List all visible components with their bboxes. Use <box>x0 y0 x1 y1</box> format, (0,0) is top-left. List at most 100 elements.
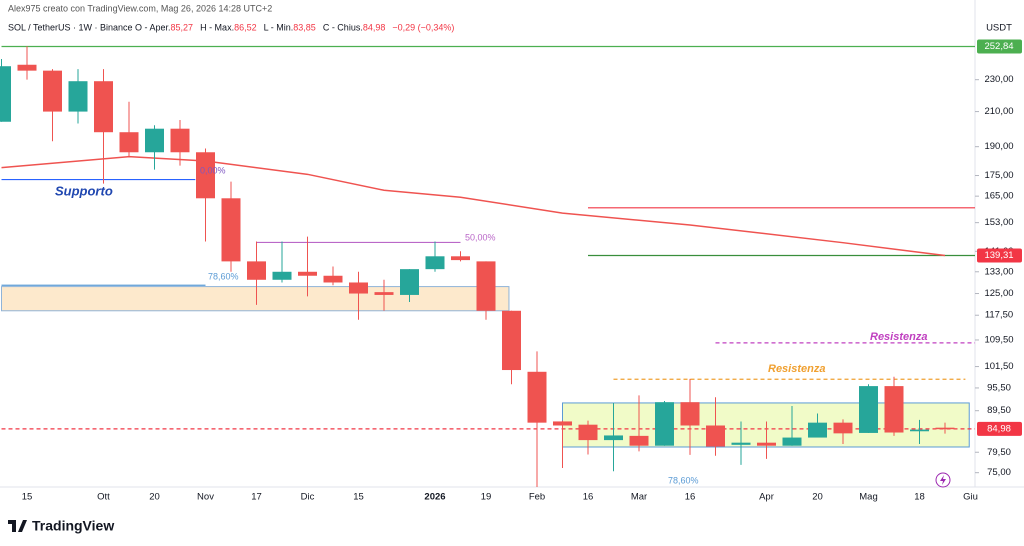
price-label: 139,31 <box>984 250 1013 261</box>
candle-body <box>17 64 37 71</box>
candle-body <box>655 402 674 446</box>
candle-body <box>298 271 317 276</box>
candle-body <box>578 424 598 441</box>
y-tick-label: 95,50 <box>987 382 1011 393</box>
candle-body <box>731 442 751 445</box>
credit: Alex975 creato con TradingView.com, Mag … <box>8 3 272 13</box>
candle-body <box>425 256 445 270</box>
y-tick-label: 101,50 <box>984 361 1013 372</box>
y-tick-label: 153,00 <box>984 217 1013 228</box>
candle-body <box>43 70 62 112</box>
legend-value: 84,98 <box>363 22 386 32</box>
candle-body <box>604 435 623 441</box>
candle-body <box>808 422 827 438</box>
x-tick-label: Feb <box>529 492 545 503</box>
candle-body <box>451 256 470 261</box>
candle-body <box>196 152 215 199</box>
candle-body <box>553 421 572 426</box>
candle-body <box>145 128 164 153</box>
x-tick-label: 15 <box>22 492 33 503</box>
alert-icon[interactable] <box>935 472 951 488</box>
candle-body <box>757 442 776 446</box>
x-tick-label: 20 <box>812 492 823 503</box>
candle-body <box>221 198 241 262</box>
logo-text: TradingView <box>32 518 114 534</box>
x-tick-label: Nov <box>197 492 214 503</box>
candle-body <box>782 437 802 446</box>
price-label: 252,84 <box>984 41 1013 52</box>
candle-body <box>833 422 853 434</box>
moving-average <box>1 155 946 257</box>
symbol: SOL / TetherUS · 1W · Binance <box>8 22 133 32</box>
y-tick-label: 79,50 <box>987 447 1011 458</box>
candle-body <box>119 132 139 153</box>
y-tick-label: 133,00 <box>984 266 1013 277</box>
price-label-box <box>977 39 1022 54</box>
y-tick-label: 230,00 <box>984 74 1013 85</box>
x-tick-label: 16 <box>685 492 696 503</box>
zone <box>1 286 510 312</box>
legend-label: O - Aper. <box>135 22 171 32</box>
currency: USDT <box>986 23 1012 34</box>
legend-value: −0,29 (−0,34%) <box>392 22 454 32</box>
candle-body <box>935 427 955 430</box>
alert-icon <box>940 475 946 485</box>
plot <box>0 45 975 487</box>
annotation: 50,00% <box>465 232 496 242</box>
candle-body <box>706 425 725 447</box>
y-tick-label: 89,50 <box>987 405 1011 416</box>
x-tick-label: 15 <box>353 492 364 503</box>
annotation: Resistenza <box>768 363 825 375</box>
zone <box>562 402 970 448</box>
candle-body <box>910 429 929 432</box>
candle-body <box>884 386 904 433</box>
annotation: 78,60% <box>668 475 699 485</box>
candle-body <box>374 292 394 295</box>
candle-body <box>323 275 343 283</box>
price-label-box <box>977 248 1022 263</box>
x-tick-label: 18 <box>914 492 925 503</box>
candle-body <box>502 310 521 371</box>
candle-body <box>247 261 266 280</box>
candle-body <box>0 66 11 122</box>
y-tick-label: 165,00 <box>984 191 1013 202</box>
x-tick-label: 17 <box>251 492 262 503</box>
candle-body <box>400 269 419 295</box>
candle-body <box>272 271 292 280</box>
x-tick-label: Mag <box>859 492 877 503</box>
legend-value: 86,52 <box>234 22 257 32</box>
x-tick-label: 2026 <box>424 492 445 503</box>
candle-body <box>476 261 496 311</box>
y-tick-label: 210,00 <box>984 106 1013 117</box>
legend-label: C - Chius. <box>323 22 363 32</box>
logo: TradingView <box>8 518 114 534</box>
candle-body <box>680 402 700 426</box>
candle-body <box>629 435 649 446</box>
legend-label: L - Min. <box>264 22 294 32</box>
annotation: 0,00% <box>200 165 226 175</box>
y-tick-label: 75,00 <box>987 467 1011 478</box>
legend-value: 83,85 <box>293 22 316 32</box>
price-label: 84,98 <box>987 423 1011 434</box>
y-tick-label: 117,50 <box>985 310 1013 321</box>
y-tick-label: 190,00 <box>984 141 1013 152</box>
x-tick-label: Giu <box>963 492 978 503</box>
x-tick-label: 16 <box>583 492 594 503</box>
y-tick-label: 109,50 <box>984 334 1013 345</box>
annotation: Resistenza <box>870 331 927 343</box>
annotation: 78,60% <box>208 271 239 281</box>
x-tick-label: 19 <box>481 492 492 503</box>
candle-body <box>349 282 368 294</box>
candle-body <box>170 128 190 153</box>
x-tick-label: Ott <box>97 492 110 503</box>
x-tick-label: Mar <box>631 492 647 503</box>
logo-mark <box>8 520 27 532</box>
candle-body <box>94 81 113 133</box>
candle-body <box>68 81 88 112</box>
legend-value: 85,27 <box>171 22 194 32</box>
x-tick-label: Dic <box>301 492 315 503</box>
annotation: Supporto <box>55 183 113 198</box>
y-tick-label: 125,00 <box>984 288 1013 299</box>
